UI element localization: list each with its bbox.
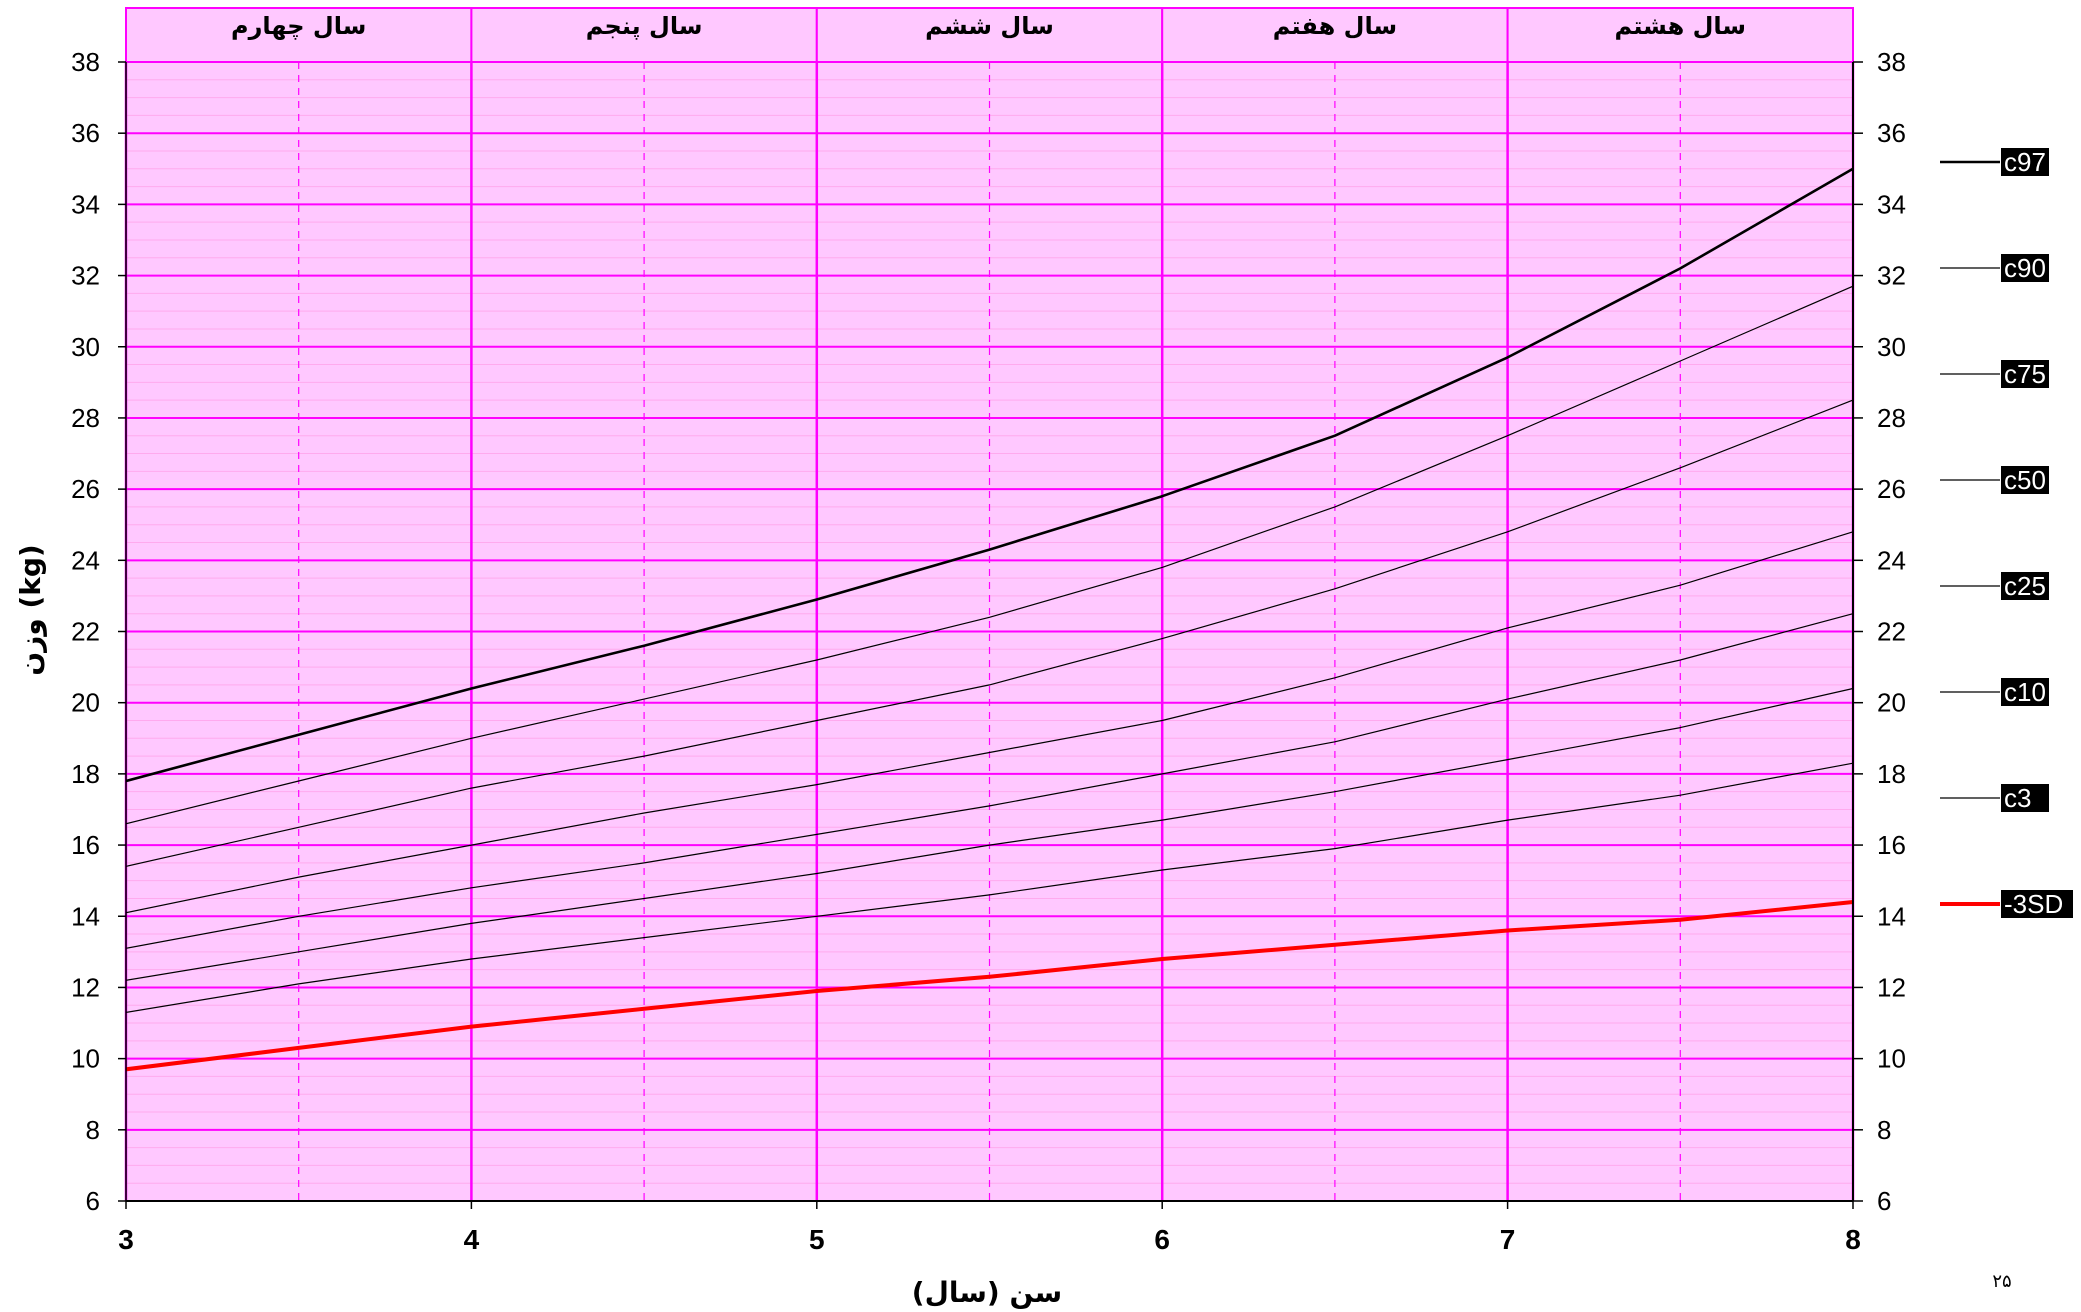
y-tick-label: 16 [71,830,100,860]
y-tick-label: 12 [71,972,100,1002]
x-tick-label: 8 [1845,1224,1861,1255]
y-tick-label: 18 [71,759,100,789]
y-tick-label: 38 [71,47,100,77]
y-tick-label-right: 34 [1877,189,1906,219]
legend-label-box [2001,572,2049,600]
series-line-c75 [125,399,1854,867]
y-tick-label-right: 36 [1877,118,1906,148]
year-header-label: سال هفتم [1273,12,1397,40]
y-tick-label: 32 [71,261,100,291]
year-header-label: سال هشتم [1615,12,1746,40]
legend-label: -3SD [2004,889,2063,919]
x-tick-label: 7 [1500,1224,1516,1255]
y-tick-labels-right: 6 8 10 12 14 16 18 20 22 24 26 28 30 32 34 36 38 [1877,47,1906,1216]
y-tick-label-right: 6 [1877,1186,1891,1216]
legend-label: c10 [2004,677,2046,707]
y-tick-label-right: 32 [1877,261,1906,291]
year-header-band [125,7,473,63]
x-tick-label: 6 [1154,1224,1170,1255]
x-tick-label: 4 [464,1224,480,1255]
year-header-band [815,7,1164,63]
legend: c97 c90 c75 c50 c25 c10 c3 -3SD [1940,147,2073,919]
y-tick-label-right: 30 [1877,332,1906,362]
x-axis-label: سن (سال) [912,1276,1062,1309]
y-tick-label: 20 [71,688,100,718]
y-tick-label-right: 28 [1877,403,1906,433]
x-tick-label: 3 [118,1224,134,1255]
y-tick-label-right: 20 [1877,688,1906,718]
y-tick-label: 6 [86,1186,100,1216]
series-line-c50 [125,531,1854,914]
year-header-label: سال چهارم [231,12,366,40]
y-tick-label: 28 [71,403,100,433]
legend-label: c50 [2004,465,2046,495]
y-tick-label: 14 [71,901,100,931]
y-tick-label: 24 [71,545,100,575]
y-tick-label-right: 26 [1877,474,1906,504]
legend-label-box [2001,148,2049,176]
y-tick-label-right: 14 [1877,901,1906,931]
series-lines [125,167,1854,1072]
x-tick-label: 5 [809,1224,825,1255]
y-tick-label-right: 24 [1877,545,1906,575]
page-number: ۲۵ [1992,1271,2011,1292]
y-tick-label: 26 [71,474,100,504]
year-header-band [1506,7,1854,63]
y-tick-label-right: 8 [1877,1115,1891,1145]
year-header-label: سال ششم [925,12,1054,40]
y-tick-label-right: 22 [1877,617,1906,647]
legend-label: c75 [2004,359,2046,389]
half-year-gridlines [298,62,1681,1201]
legend-label: c25 [2004,571,2046,601]
x-tick-labels: 3 4 5 6 7 8 [118,1224,1861,1255]
legend-label-box [2001,360,2049,388]
series-line-c10 [125,687,1854,981]
y-tick-label: 34 [71,189,100,219]
y-tick-label: 8 [86,1115,100,1145]
y-tick-label: 30 [71,332,100,362]
series-line--3SD [125,900,1854,1072]
y-tick-label: 22 [71,617,100,647]
legend-label-box [2001,678,2049,706]
legend-label-box [2001,466,2049,494]
y-tick-label: 36 [71,118,100,148]
legend-label: c97 [2004,147,2046,177]
legend-label-box [2001,784,2049,812]
legend-label-box [2001,254,2049,282]
legend-label: c90 [2004,253,2046,283]
y-axis-label: وزن (kg) [14,544,47,675]
y-tick-label-right: 10 [1877,1044,1906,1074]
series-line-c97 [125,167,1854,783]
y-tick-label-right: 38 [1877,47,1906,77]
axes [118,61,1863,1209]
series-line-c25 [125,613,1854,949]
series-line-c90 [125,285,1854,825]
legend-label: c3 [2004,783,2031,813]
series-line-c3 [125,762,1854,1013]
legend-label-box [2001,890,2073,918]
y-tick-label-right: 18 [1877,759,1906,789]
y-tick-label-right: 12 [1877,972,1906,1002]
y-tick-label: 10 [71,1044,100,1074]
year-header-bands: سال چهارم سال پنجم سال ششم سال هفتم سال هشتم [125,7,1854,63]
y-tick-label-right: 16 [1877,830,1906,860]
year-header-label: سال پنجم [586,12,703,40]
year-header-band [1161,7,1509,63]
y-tick-labels-left: 6 8 10 12 14 16 18 20 22 24 26 28 30 32 34 36 38 [71,47,100,1216]
